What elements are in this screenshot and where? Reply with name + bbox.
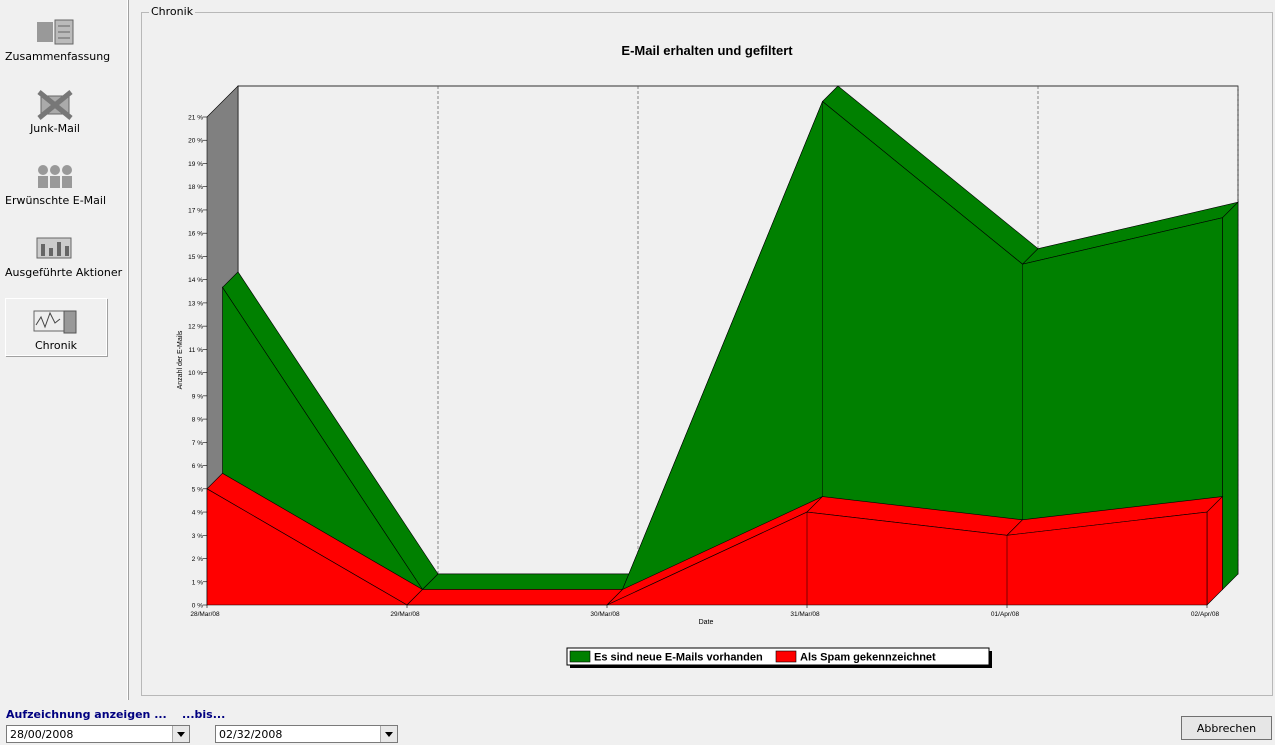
range-label: Aufzeichnung anzeigen ... <box>6 708 167 721</box>
y-tick-label: 15 % <box>188 254 203 261</box>
y-tick-label: 8 % <box>192 417 203 424</box>
sidebar: Zusammenfassung Junk-Mail Erwünschte E-M… <box>0 0 128 700</box>
y-tick-label: 18 % <box>188 184 203 191</box>
y-tick-label: 16 % <box>188 231 203 238</box>
y-tick-label: 12 % <box>188 324 203 331</box>
nav-item[interactable]: Junk-Mail <box>5 82 105 138</box>
y-tick-label: 3 % <box>192 533 203 540</box>
y-tick-label: 21 % <box>188 115 203 122</box>
nav-item[interactable]: Zusammenfassung <box>5 10 110 66</box>
nav-label: Junk-Mail <box>30 122 80 135</box>
y-tick-label: 5 % <box>192 486 203 493</box>
nav-label: Erwünschte E-Mail <box>5 194 107 207</box>
y-tick-label: 9 % <box>192 393 203 400</box>
y-tick-label: 2 % <box>192 556 203 563</box>
y-tick-label: 14 % <box>188 277 203 284</box>
y-tick-label: 1 % <box>192 579 203 586</box>
icon <box>36 237 72 259</box>
combo-arrow[interactable] <box>172 726 189 742</box>
combo-value: 28/00/2008 <box>10 728 74 741</box>
icon <box>37 90 73 120</box>
y-tick-label: 6 % <box>192 463 203 470</box>
y-tick-label: 19 % <box>188 161 203 168</box>
nav-item[interactable]: Ausgeführte Aktioner <box>5 226 122 282</box>
y-tick-label: 17 % <box>188 207 203 214</box>
x-tick-label: 29/Mar/08 <box>390 611 420 618</box>
y-tick-label: 10 % <box>188 370 203 377</box>
x-tick-label: 31/Mar/08 <box>790 611 820 618</box>
nav-label: Ausgeführte Aktioner <box>5 266 123 279</box>
group-title: Chronik <box>149 5 196 18</box>
icon <box>33 310 77 334</box>
legend-label: Es sind neue E-Mails vorhanden <box>594 652 763 664</box>
series-area <box>206 472 1224 606</box>
to-date-combo[interactable]: 02/32/2008 <box>215 725 398 743</box>
x-tick-label: 28/Mar/08 <box>190 611 220 618</box>
icon <box>37 19 74 45</box>
nav-item[interactable]: Erwünschte E-Mail <box>5 154 107 210</box>
nav-item[interactable]: Chronik <box>5 298 107 356</box>
x-tick-label: 01/Apr/08 <box>991 611 1020 618</box>
x-tick-label: 02/Apr/08 <box>1191 611 1220 618</box>
series-area <box>222 85 1239 591</box>
y-tick-label: 20 % <box>188 138 203 145</box>
y-tick-label: 7 % <box>192 440 203 447</box>
chart-title: E-Mail erhalten und gefiltert <box>621 43 793 58</box>
y-tick-label: 13 % <box>188 300 203 307</box>
to-label: ...bis... <box>182 708 226 721</box>
nav-label: Chronik <box>34 339 78 352</box>
combo-arrow[interactable] <box>380 726 397 742</box>
x-tick-label: 30/Mar/08 <box>590 611 620 618</box>
from-date-combo[interactable]: 28/00/2008 <box>6 725 190 743</box>
x-axis-label: Date <box>699 619 714 626</box>
y-tick-label: 11 % <box>189 347 204 354</box>
legend-swatch <box>775 650 797 663</box>
nav-label: Zusammenfassung <box>5 50 111 63</box>
icon <box>38 165 72 188</box>
legend-label: Als Spam gekennzeichnet <box>800 652 936 664</box>
y-tick-label: 4 % <box>192 510 203 517</box>
combo-value: 02/32/2008 <box>219 728 283 741</box>
legend-swatch <box>569 650 591 663</box>
y-axis-label: Anzahl der E-Mails <box>177 330 184 389</box>
y-tick-label: 0 % <box>192 603 203 610</box>
cancel-button[interactable]: Abbrechen <box>1181 716 1272 740</box>
group-box <box>141 12 1273 696</box>
